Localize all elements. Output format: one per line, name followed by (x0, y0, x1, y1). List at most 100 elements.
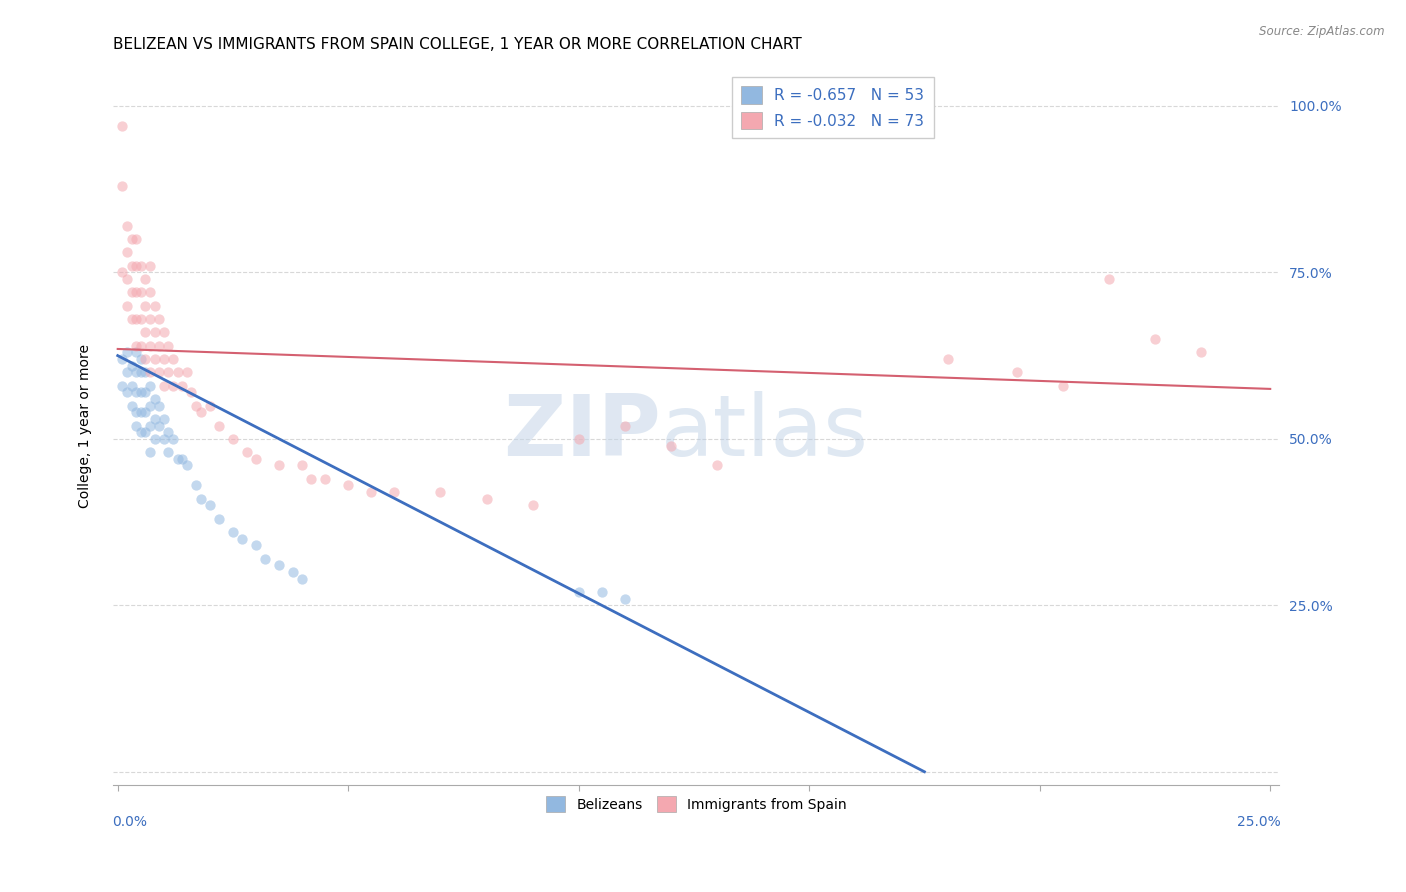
Point (125, 312, 148, 326)
Point (236, 445, 259, 459)
Point (121, 359, 143, 373)
Point (139, 312, 162, 326)
Point (115, 219, 138, 233)
Point (139, 445, 162, 459)
Point (198, 399, 221, 413)
Point (115, 245, 138, 260)
Point (129, 405, 152, 419)
Point (267, 458, 290, 473)
Point (591, 585, 613, 599)
Point (125, 285, 148, 300)
Point (134, 326, 156, 340)
Y-axis label: College, 1 year or more: College, 1 year or more (79, 343, 93, 508)
Point (129, 425, 152, 440)
Point (125, 232, 148, 246)
Point (568, 432, 591, 446)
Text: Source: ZipAtlas.com: Source: ZipAtlas.com (1260, 25, 1385, 38)
Point (134, 351, 156, 366)
Point (1143, 332, 1166, 346)
Point (129, 259, 152, 273)
Point (222, 432, 245, 446)
Point (1005, 365, 1028, 379)
Text: 0.0%: 0.0% (112, 815, 148, 830)
Point (111, 378, 134, 392)
Point (125, 345, 148, 359)
Point (162, 351, 184, 366)
Point (231, 532, 253, 546)
Point (111, 265, 134, 279)
Point (143, 412, 166, 426)
Point (157, 365, 180, 379)
Point (134, 425, 156, 440)
Point (254, 551, 277, 566)
Point (706, 458, 728, 473)
Point (157, 425, 180, 440)
Point (299, 472, 322, 486)
Point (139, 365, 162, 379)
Point (568, 585, 591, 599)
Point (121, 312, 143, 326)
Point (139, 285, 162, 300)
Point (222, 524, 245, 539)
Point (475, 491, 498, 506)
Point (153, 351, 176, 366)
Point (139, 399, 162, 413)
Point (162, 432, 184, 446)
Point (134, 385, 156, 400)
Text: atlas: atlas (661, 392, 869, 475)
Point (143, 351, 166, 366)
Point (613, 418, 636, 433)
Point (245, 451, 267, 466)
Point (166, 451, 188, 466)
Point (429, 485, 451, 500)
Point (115, 345, 138, 359)
Point (121, 232, 143, 246)
Point (111, 351, 134, 366)
Point (936, 351, 959, 366)
Point (180, 385, 202, 400)
Point (613, 591, 636, 606)
Point (139, 378, 162, 392)
Point (125, 365, 148, 379)
Point (208, 418, 231, 433)
Point (115, 365, 138, 379)
Point (121, 259, 143, 273)
Point (166, 365, 188, 379)
Text: ZIP: ZIP (503, 392, 661, 475)
Point (134, 272, 156, 286)
Point (148, 418, 170, 433)
Point (198, 499, 221, 513)
Point (143, 432, 166, 446)
Point (129, 312, 152, 326)
Point (129, 385, 152, 400)
Point (125, 259, 148, 273)
Point (121, 378, 143, 392)
Point (360, 485, 382, 500)
Point (139, 418, 162, 433)
Point (162, 378, 184, 392)
Point (190, 405, 212, 419)
Point (1098, 272, 1121, 286)
Point (267, 558, 290, 573)
Point (291, 458, 314, 473)
Point (291, 572, 314, 586)
Point (125, 405, 148, 419)
Point (148, 365, 170, 379)
Point (139, 259, 162, 273)
Point (111, 178, 134, 193)
Point (1189, 345, 1212, 359)
Point (176, 458, 198, 473)
Point (115, 299, 138, 313)
Point (121, 399, 143, 413)
Legend: Belizeans, Immigrants from Spain: Belizeans, Immigrants from Spain (540, 790, 852, 818)
Point (148, 338, 170, 352)
Text: 25.0%: 25.0% (1237, 815, 1281, 830)
Point (184, 478, 207, 492)
Point (184, 399, 207, 413)
Point (172, 451, 194, 466)
Point (314, 472, 336, 486)
Point (125, 418, 148, 433)
Point (190, 491, 212, 506)
Point (111, 119, 134, 133)
Point (139, 338, 162, 352)
